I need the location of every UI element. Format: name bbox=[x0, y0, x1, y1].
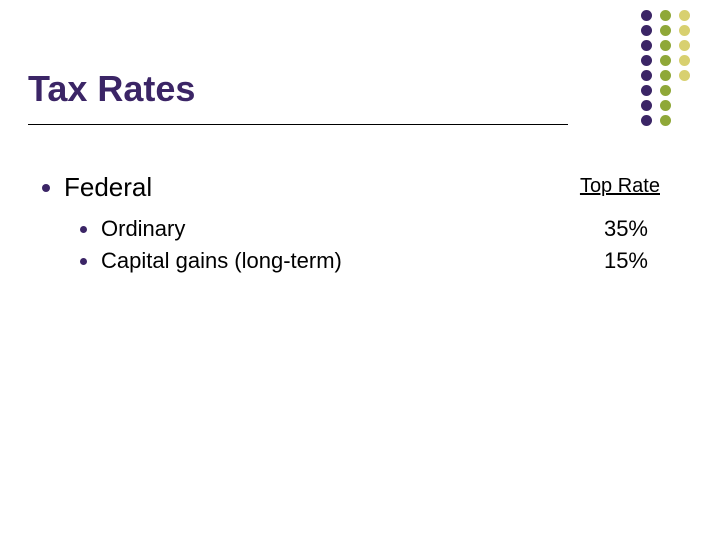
section-label: Federal bbox=[64, 172, 152, 203]
item-row: Capital gains (long-term) bbox=[80, 248, 342, 274]
item-label: Ordinary bbox=[101, 216, 185, 242]
bullet-icon bbox=[80, 226, 87, 233]
slide-title: Tax Rates bbox=[28, 68, 195, 110]
item-row: Ordinary bbox=[80, 216, 185, 242]
title-underline bbox=[28, 124, 568, 125]
section-row-federal: Federal bbox=[42, 172, 152, 203]
item-label: Capital gains (long-term) bbox=[101, 248, 342, 274]
column-header-top-rate: Top Rate bbox=[580, 175, 660, 198]
corner-dot-decoration bbox=[639, 8, 692, 128]
item-rate: 35% bbox=[604, 216, 648, 242]
item-rate: 15% bbox=[604, 248, 648, 274]
slide: Tax Rates Top Rate Federal Ordinary 35% Ca… bbox=[0, 0, 720, 540]
bullet-icon bbox=[80, 258, 87, 265]
bullet-icon bbox=[42, 184, 50, 192]
